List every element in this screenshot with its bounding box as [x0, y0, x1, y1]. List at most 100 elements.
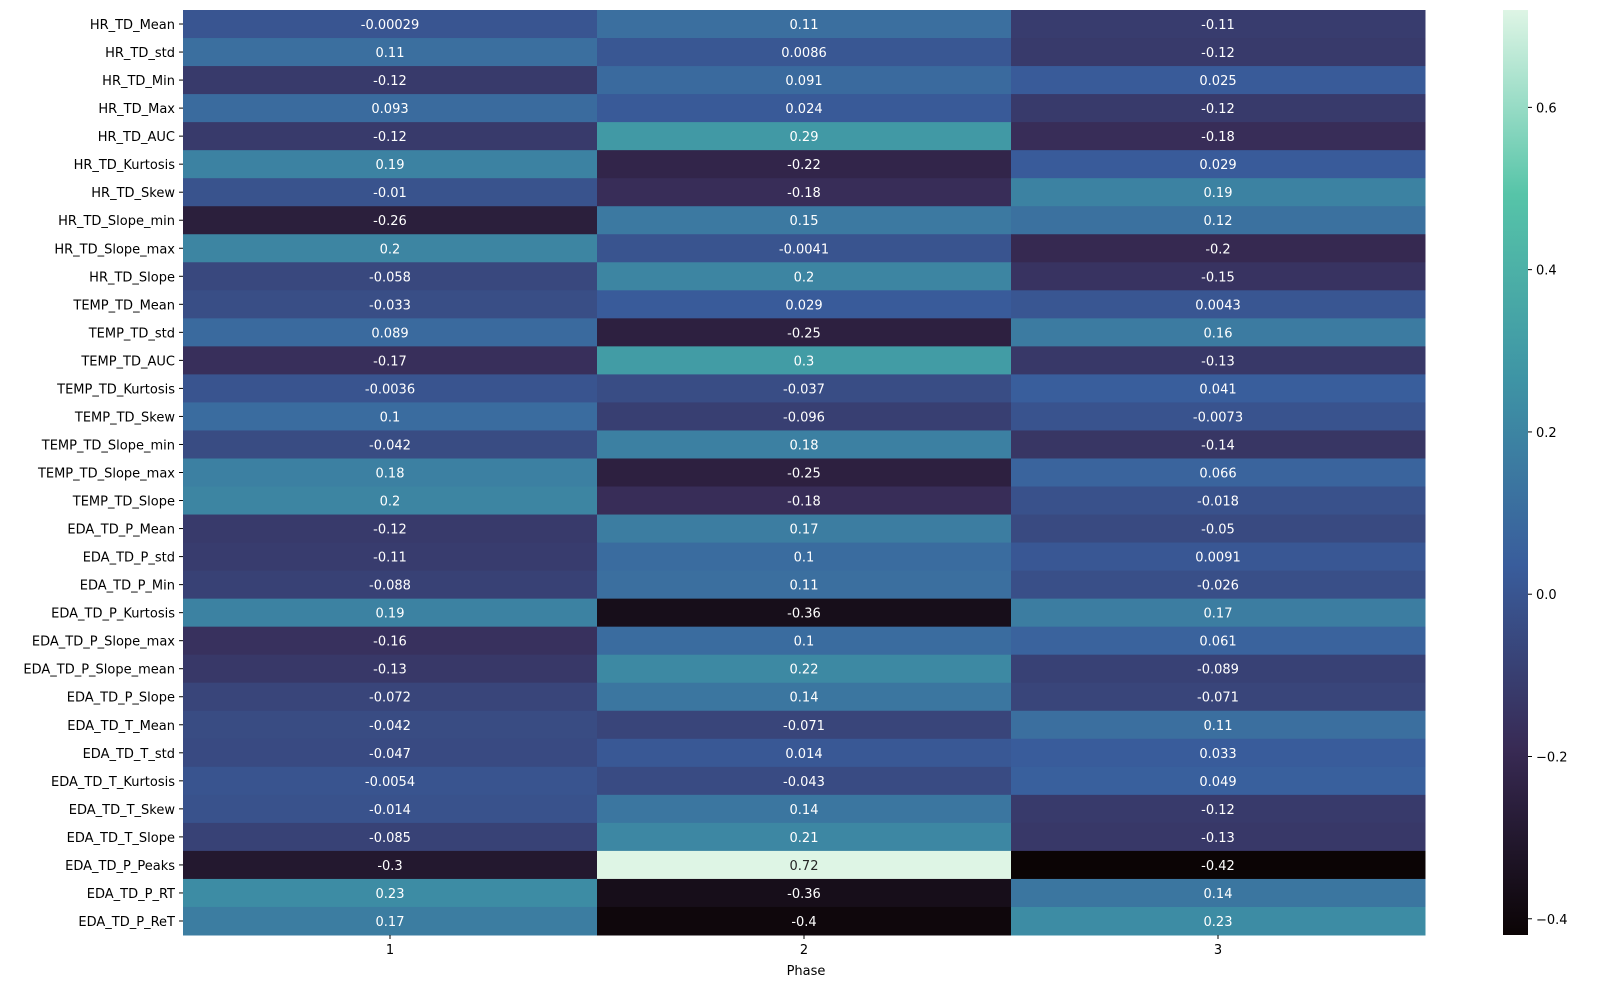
cell-value-label: 0.14 — [790, 803, 819, 818]
cell-value-label: 0.0086 — [781, 46, 827, 61]
heatmap-cell — [1011, 682, 1426, 712]
x-axis-labels: 1 2 3 — [386, 935, 1222, 958]
cell-value-label: 0.3 — [794, 354, 815, 369]
heatmap-cell — [183, 234, 598, 263]
heatmap-cell — [183, 766, 598, 796]
y-axis-labels: HR_TD_Mean HR_TD_std HR_TD_Min HR_TD_Max HR_… — [23, 18, 183, 930]
cell-value-label: -0.0041 — [779, 242, 829, 257]
y-tick-label: EDA_TD_P_RT — [87, 887, 175, 902]
y-tick-label: EDA_TD_P_Min — [80, 579, 175, 594]
cell-value-label: 0.22 — [790, 663, 819, 678]
heatmap-cell — [597, 850, 1012, 880]
x-tick-label: 3 — [1214, 943, 1222, 958]
heatmap-cell — [183, 122, 598, 151]
heatmap-cell — [183, 710, 598, 740]
cell-value-label: -0.071 — [1197, 691, 1239, 706]
heatmap-cell — [597, 66, 1012, 95]
cell-value-label: -0.36 — [787, 887, 821, 902]
heatmap-cell — [597, 458, 1012, 488]
cell-value-label: -0.12 — [373, 74, 407, 89]
y-tick-label: TEMP_TD_std — [88, 326, 175, 341]
heatmap-cell — [183, 38, 598, 67]
y-tick-label: TEMP_TD_Mean — [72, 298, 175, 313]
cell-value-label: 0.14 — [1204, 887, 1233, 902]
y-tick-label: EDA_TD_P_Mean — [67, 523, 175, 538]
cell-value-label: -0.018 — [1197, 495, 1239, 510]
y-tick-label: HR_TD_Kurtosis — [74, 158, 176, 173]
colorbar-tick-label: 0.6 — [1536, 101, 1557, 116]
heatmap-cell — [597, 710, 1012, 740]
heatmap-cell — [1011, 122, 1426, 151]
heatmap-cell — [597, 346, 1012, 375]
heatmap-cell — [183, 738, 598, 768]
cell-value-label: -0.15 — [1201, 270, 1235, 285]
heatmap-cell — [1011, 262, 1426, 291]
cell-value-label: -0.058 — [369, 270, 411, 285]
x-tick-label: 2 — [800, 943, 808, 958]
heatmap-cell — [1011, 710, 1426, 740]
cell-value-label: 0.033 — [1199, 747, 1236, 762]
heatmap-cell — [1011, 766, 1426, 796]
cell-value-label: -0.18 — [787, 186, 821, 201]
x-tick-label: 1 — [386, 943, 394, 958]
heatmap-cell — [183, 514, 598, 544]
heatmap-cell — [183, 430, 598, 459]
cell-value-label: 0.0091 — [1195, 551, 1241, 566]
cell-value-label: 0.0043 — [1195, 298, 1241, 313]
y-tick-label: HR_TD_Slope — [89, 270, 175, 285]
heatmap-cell — [183, 570, 598, 600]
cell-value-label: -0.0054 — [365, 775, 415, 790]
y-tick-label: TEMP_TD_Kurtosis — [56, 382, 175, 397]
heatmap-cell — [183, 262, 598, 291]
heatmap-cell — [1011, 150, 1426, 179]
y-tick-label: EDA_TD_T_Slope — [67, 831, 175, 846]
cell-value-label: 0.089 — [371, 326, 408, 341]
heatmap-cell — [597, 794, 1012, 824]
heatmap-cell — [183, 878, 598, 908]
heatmap-cell — [597, 906, 1012, 936]
colorbar-tick-label: −0.2 — [1536, 750, 1568, 765]
cell-value-label: -0.18 — [787, 495, 821, 510]
colorbar-tick-label: 0.0 — [1536, 588, 1557, 603]
heatmap-cell — [597, 234, 1012, 263]
cell-value-label: -0.26 — [373, 214, 407, 229]
cell-value-label: -0.01 — [373, 186, 407, 201]
heatmap-cell — [1011, 402, 1426, 431]
heatmap-cell — [1011, 598, 1426, 628]
y-tick-label: EDA_TD_P_Slope — [67, 691, 175, 706]
heatmap-cell — [1011, 178, 1426, 207]
colorbar-tick-label: 0.4 — [1536, 264, 1557, 279]
heatmap-cell — [597, 626, 1012, 656]
heatmap-cell — [1011, 878, 1426, 908]
y-tick-label: EDA_TD_P_Kurtosis — [51, 607, 175, 622]
y-tick-label: EDA_TD_T_std — [83, 747, 175, 762]
cell-value-label: 0.066 — [1199, 467, 1236, 482]
heatmap-cell — [1011, 318, 1426, 347]
cell-value-label: 0.19 — [376, 607, 405, 622]
cell-value-label: 0.23 — [1204, 915, 1233, 930]
cell-value-label: -0.014 — [369, 803, 411, 818]
heatmap-cell — [183, 850, 598, 880]
heatmap-cell — [183, 346, 598, 375]
heatmap-cell — [183, 626, 598, 656]
heatmap-cell — [597, 822, 1012, 852]
heatmap-cell — [1011, 542, 1426, 572]
heatmap-cell — [1011, 514, 1426, 544]
heatmap-cell — [183, 178, 598, 207]
cell-value-label: 0.049 — [1199, 775, 1236, 790]
heatmap-cell — [183, 402, 598, 431]
cell-value-label: 0.15 — [790, 214, 819, 229]
cell-value-label: -0.05 — [1201, 523, 1235, 538]
y-tick-label: TEMP_TD_Slope_min — [41, 438, 175, 453]
cell-value-label: -0.0073 — [1193, 410, 1243, 425]
heatmap-cell — [597, 122, 1012, 151]
cell-value-label: -0.13 — [1201, 831, 1235, 846]
heatmap-cell — [183, 822, 598, 852]
cell-value-label: 0.18 — [376, 467, 405, 482]
colorbar-gradient — [1503, 10, 1528, 935]
cell-value-label: -0.12 — [1201, 46, 1235, 61]
y-tick-label: EDA_TD_P_ReT — [78, 915, 175, 930]
heatmap-cell — [183, 66, 598, 95]
y-tick-label: TEMP_TD_Skew — [74, 410, 175, 425]
cell-value-label: -0.42 — [1201, 859, 1235, 874]
